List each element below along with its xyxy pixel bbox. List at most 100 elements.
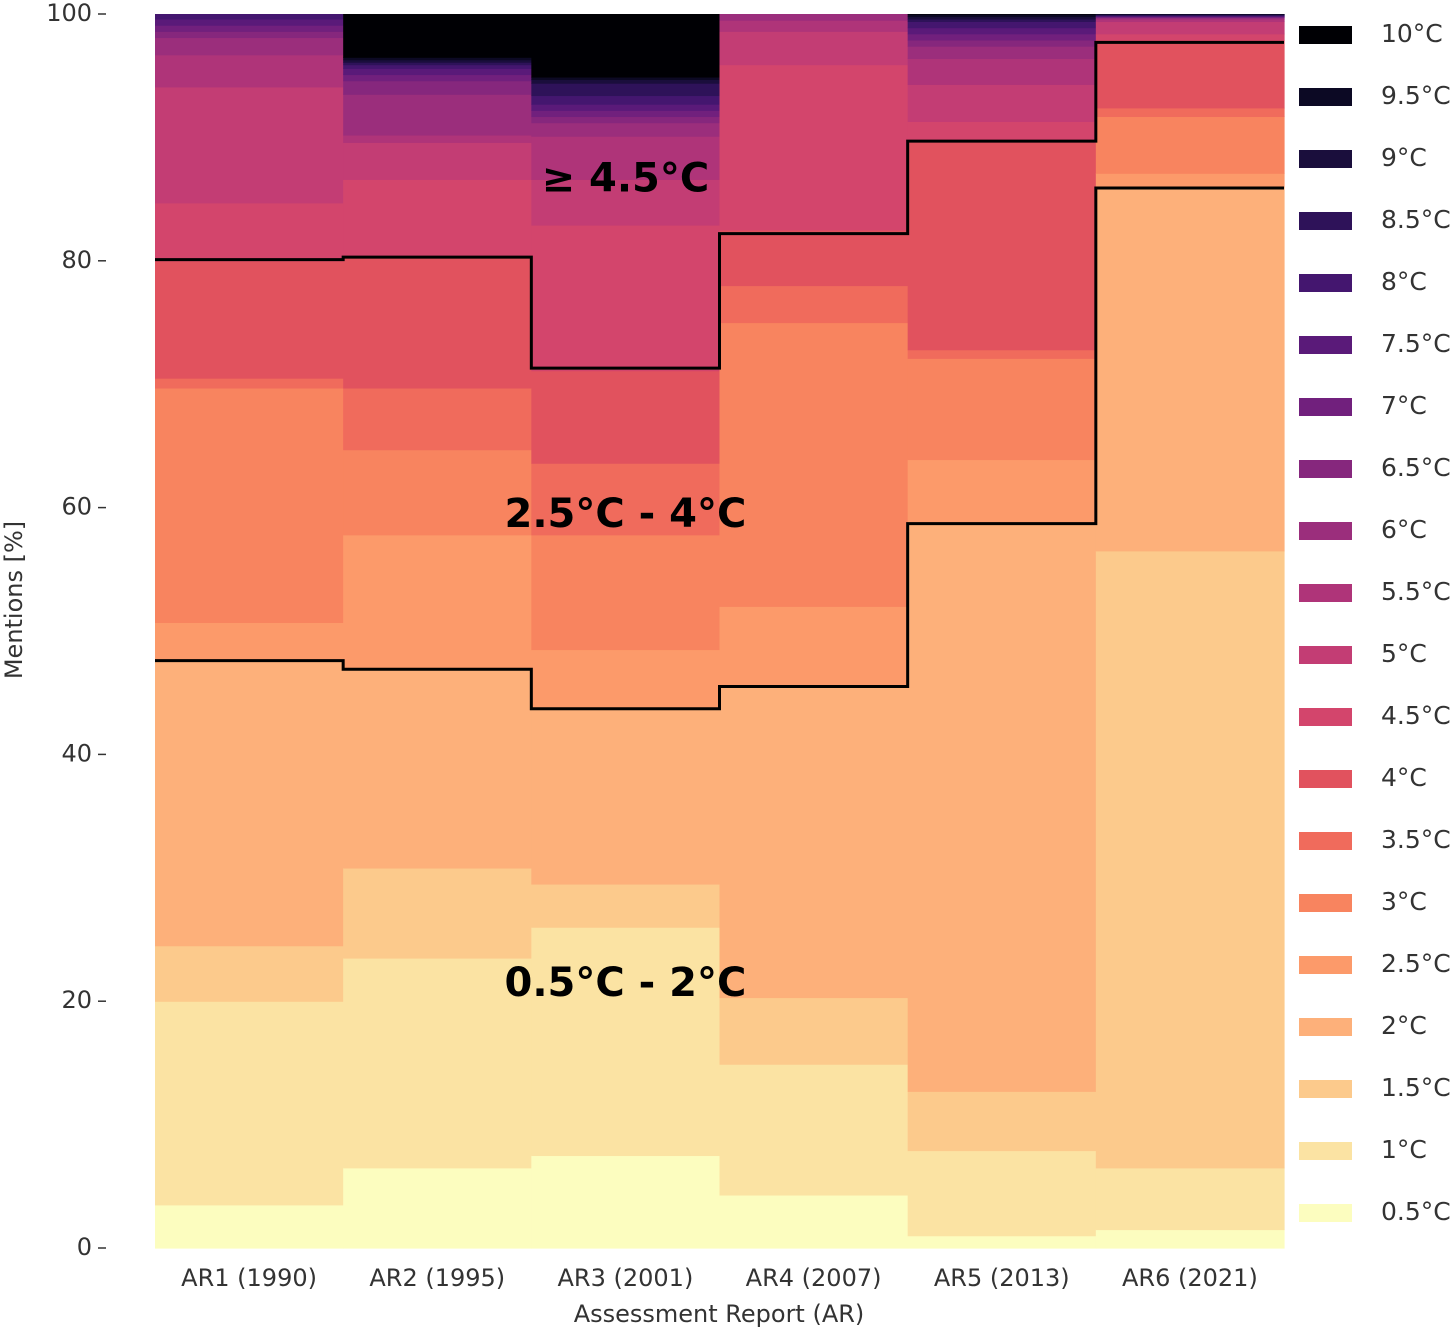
legend-label: 9.5°C (1381, 81, 1451, 110)
band-segment-14-1 (343, 68, 532, 76)
legend-swatch (1299, 398, 1352, 416)
legend-swatch (1299, 832, 1352, 850)
band-segment-17-2 (531, 79, 721, 84)
band-segment-11-3 (719, 14, 909, 21)
legend-swatch (1299, 956, 1352, 974)
band-segment-7-0 (155, 260, 344, 379)
legend-swatch (1299, 770, 1352, 788)
x-tick-label: AR4 (2007) (746, 1264, 882, 1292)
band-segment-10-5 (1095, 18, 1285, 23)
x-axis-label: Assessment Report (AR) (574, 1300, 865, 1328)
legend-label: 7.5°C (1381, 329, 1451, 358)
band-segment-7-4 (907, 139, 1097, 351)
band-segment-9-0 (155, 86, 344, 204)
band-segment-7-1 (343, 257, 532, 389)
legend-label: 1°C (1381, 1135, 1427, 1164)
band-segment-0-5 (1095, 1229, 1285, 1249)
legend-label: 6°C (1381, 515, 1427, 544)
x-tick-label: AR5 (2013) (934, 1264, 1070, 1292)
legend-swatch (1299, 646, 1352, 664)
band-segment-3-1 (343, 668, 532, 869)
band-segment-9-4 (907, 84, 1097, 122)
legend-swatch (1299, 274, 1352, 292)
band-segment-14-2 (531, 104, 721, 111)
band-segment-19-1 (343, 14, 532, 58)
band-segment-13-2 (531, 110, 721, 118)
y-tick-label: 0 (77, 1233, 92, 1261)
legend-label: 3.5°C (1381, 825, 1451, 854)
band-segment-12-1 (343, 80, 532, 95)
band-segment-9-2 (531, 179, 721, 226)
legend-swatch (1299, 460, 1352, 478)
x-tick-label: AR2 (1995) (369, 1264, 505, 1292)
x-axis: AR1 (1990) AR2 (1995) AR3 (2001) AR4 (2007)… (181, 1264, 1258, 1292)
band-segment-3-4 (907, 523, 1097, 1092)
band-segment-13-1 (343, 74, 532, 82)
legend-label: 1.5°C (1381, 1073, 1451, 1102)
band-annotation-2: 0.5°C - 2°C (504, 960, 746, 1006)
x-tick-label: AR3 (2001) (558, 1264, 694, 1292)
band-segment-16-4 (907, 18, 1097, 23)
y-tick-label: 20 (61, 986, 92, 1014)
band-segment-10-1 (343, 134, 532, 143)
band-segment-10-3 (719, 20, 909, 32)
legend-label: 3°C (1381, 887, 1427, 916)
band-segment-11-5 (1095, 17, 1285, 20)
legend-label: 0.5°C (1381, 1197, 1451, 1226)
band-segment-11-1 (343, 94, 532, 136)
legend-label: 2°C (1381, 1011, 1427, 1040)
legend-swatch (1299, 522, 1352, 540)
legend-label: 7°C (1381, 391, 1427, 420)
band-segment-16-5 (1095, 14, 1285, 16)
band-segment-5-3 (719, 322, 909, 607)
band-segment-9-5 (1095, 21, 1285, 35)
legend-label: 5.5°C (1381, 577, 1451, 606)
band-segment-14-5 (1095, 15, 1285, 18)
band-segment-5-0 (155, 387, 344, 623)
y-tick-label: 80 (61, 246, 92, 274)
band-segment-0-4 (907, 1235, 1097, 1249)
x-tick-label: AR1 (1990) (181, 1264, 317, 1292)
band-segment-1-5 (1095, 1167, 1285, 1231)
band-segment-2-0 (155, 945, 344, 1002)
band-segment-11-0 (155, 37, 344, 56)
annotations-layer: ≥ 4.5°C 2.5°C - 4°C 0.5°C - 2°C (504, 156, 746, 1007)
band-segment-15-4 (907, 21, 1097, 29)
band-segment-3-5 (1095, 186, 1285, 552)
legend-label: 2.5°C (1381, 949, 1451, 978)
band-segment-17-4 (907, 16, 1097, 20)
band-segment-1-2 (531, 927, 721, 1157)
band-segment-7-3 (719, 229, 909, 287)
band-segment-12-2 (531, 116, 721, 124)
band-segment-10-4 (907, 58, 1097, 85)
band-segment-18-5 (1095, 14, 1285, 15)
y-tick-label: 100 (46, 0, 92, 27)
band-segment-0-3 (719, 1194, 909, 1249)
band-segment-4-4 (907, 459, 1097, 525)
band-segment-8-1 (343, 179, 532, 258)
legend-label: 8.5°C (1381, 205, 1451, 234)
band-segment-1-1 (343, 958, 532, 1169)
y-tick-label: 40 (61, 739, 92, 767)
band-segment-19-4 (907, 14, 1097, 15)
y-axis: 0 20 40 60 80 100 (46, 0, 106, 1261)
band-segment-1-3 (719, 1064, 909, 1196)
legend-label: 5°C (1381, 639, 1427, 668)
band-segment-4-5 (1095, 173, 1285, 188)
x-tick-label: AR6 (2021) (1122, 1264, 1258, 1292)
band-segment-7-2 (531, 370, 721, 464)
band-segment-6-0 (155, 378, 344, 389)
band-segment-3-0 (155, 659, 344, 947)
band-segment-0-0 (155, 1204, 344, 1249)
legend-swatch (1299, 336, 1352, 354)
band-segment-17-1 (343, 59, 532, 63)
legend-swatch (1299, 150, 1352, 168)
legend: 10°C 9.5°C 9°C 8.5°C 8°C 7.5°C 7°C 6.5°C 6°C 5.5°… (1299, 19, 1451, 1226)
band-segment-12-5 (1095, 17, 1285, 19)
band-segment-18-4 (907, 14, 1097, 18)
band-segment-3-3 (719, 685, 909, 999)
band-segment-9-3 (719, 31, 909, 66)
band-segment-4-1 (343, 534, 532, 669)
legend-label: 4.5°C (1381, 701, 1451, 730)
